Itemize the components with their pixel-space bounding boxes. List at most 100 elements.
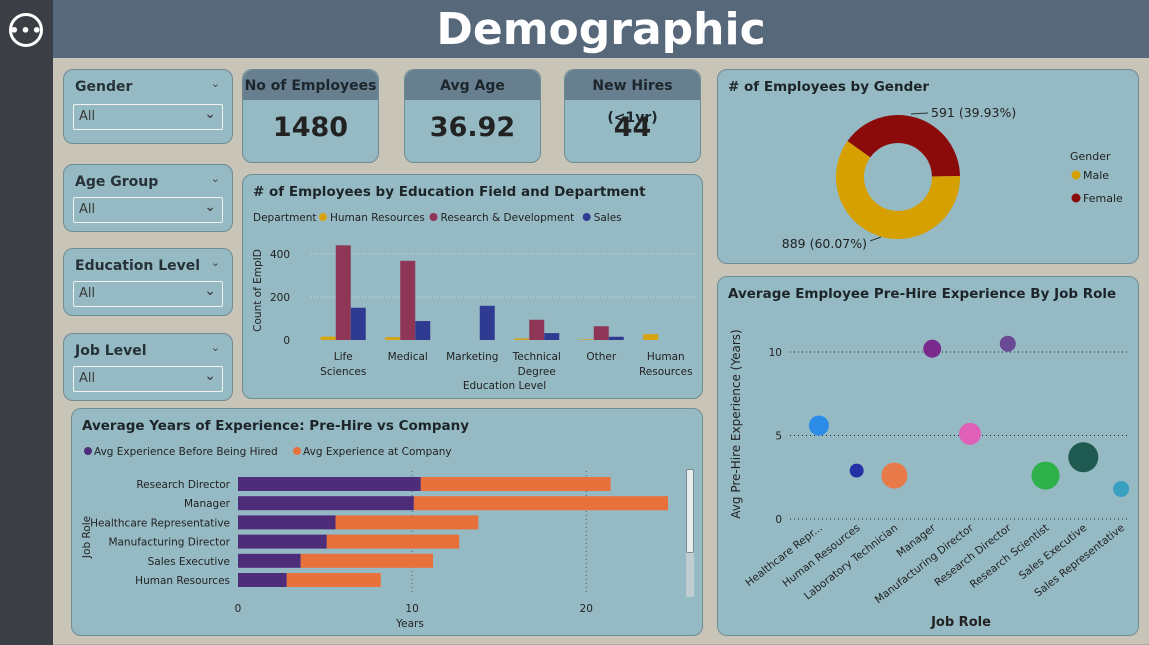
- bar: [593, 326, 609, 340]
- legend-label: Male: [1083, 169, 1109, 182]
- scrollbar-track[interactable]: [686, 469, 694, 597]
- legend-marker: [84, 447, 92, 455]
- legend-label: Research & Development: [441, 212, 575, 224]
- x-axis-label: Years: [395, 618, 424, 630]
- slicer-title: Job Level: [75, 343, 147, 359]
- bar: [286, 573, 381, 587]
- education-level-slicer[interactable]: Education Level ⌄ All ⌄: [63, 248, 233, 316]
- legend-title: Department: [253, 212, 317, 224]
- bar: [238, 553, 301, 568]
- scatter-point: [808, 415, 829, 436]
- chevron-down-icon[interactable]: ⌄: [210, 256, 220, 269]
- kpi-new-hires-card: New Hires (<1yr) 44: [564, 69, 701, 163]
- kpi-value: 44: [613, 112, 652, 143]
- y-tick-label: 10: [769, 347, 782, 359]
- education-chart: Department Human Resources Research & Deve…: [252, 212, 698, 392]
- leader-line: [869, 236, 882, 242]
- gender-slicer[interactable]: Gender ⌄ All ⌄: [63, 69, 233, 144]
- scatter-point: [923, 339, 942, 358]
- x-axis-label: Job Role: [930, 615, 991, 630]
- x-tick-label: Marketing: [446, 351, 498, 363]
- scatter-point: [849, 463, 864, 478]
- kpi-value: 36.92: [429, 112, 516, 143]
- chart-title: Average Years of Experience: Pre-Hire vs…: [82, 418, 470, 434]
- dropdown-value: All: [79, 202, 96, 217]
- y-tick-label: Manager: [184, 498, 231, 510]
- legend-label: Human Resources: [330, 212, 425, 224]
- slice-label: 889 (60.07%): [782, 236, 867, 251]
- scrollbar-thumb[interactable]: [686, 469, 694, 553]
- job-level-dropdown[interactable]: All ⌄: [73, 366, 223, 392]
- bar: [300, 553, 434, 568]
- chevron-down-icon[interactable]: ⌄: [210, 77, 220, 90]
- chevron-down-icon[interactable]: ⌄: [204, 368, 216, 384]
- bar: [238, 515, 336, 530]
- legend-label: Avg Experience at Company: [303, 446, 452, 458]
- x-tick-label: 20: [580, 603, 593, 615]
- prehire-chart-card: Average Employee Pre-Hire Experience By …: [717, 276, 1139, 636]
- bar: [320, 336, 336, 340]
- bar: [578, 339, 594, 340]
- bar: [238, 534, 327, 549]
- education-chart-card: # of Employees by Education Field and De…: [242, 174, 703, 399]
- chart-title: # of Employees by Education Field and De…: [253, 184, 646, 200]
- chevron-down-icon[interactable]: ⌄: [204, 199, 216, 215]
- bar: [238, 573, 287, 587]
- slicer-title: Age Group: [75, 174, 159, 190]
- x-tick-label: Sciences: [320, 366, 366, 378]
- dropdown-value: All: [79, 371, 96, 386]
- y-tick-label: 400: [270, 249, 290, 261]
- y-axis-label: Count of EmpID: [252, 249, 264, 332]
- kpi-employees-card: No of Employees 1480: [242, 69, 379, 163]
- donut-slice: [847, 114, 960, 177]
- y-tick-label: Research Director: [136, 479, 230, 491]
- x-tick-label: Other: [586, 351, 616, 363]
- chevron-down-icon[interactable]: ⌄: [204, 283, 216, 299]
- x-tick-label: 0: [235, 603, 242, 615]
- gender-dropdown[interactable]: All ⌄: [73, 104, 223, 130]
- y-axis-label: Job Role: [81, 516, 93, 559]
- y-tick-label: 0: [775, 514, 782, 526]
- left-rail: •••: [0, 0, 53, 645]
- bar: [479, 305, 495, 340]
- legend-title: Gender: [1070, 150, 1111, 163]
- header-bar: Demographic: [53, 0, 1149, 58]
- y-tick-label: 0: [283, 335, 290, 347]
- scatter-point: [1068, 442, 1099, 473]
- page-title: Demographic: [436, 4, 766, 55]
- gender-chart-card: # of Employees by Gender 591 (39.93%) 889…: [717, 69, 1139, 264]
- kpi-label: No of Employees: [243, 70, 378, 100]
- kpi-value: 1480: [272, 112, 349, 143]
- age-group-dropdown[interactable]: All ⌄: [73, 197, 223, 223]
- job-level-slicer[interactable]: Job Level ⌄ All ⌄: [63, 333, 233, 401]
- education-level-dropdown[interactable]: All ⌄: [73, 281, 223, 307]
- gender-donut-chart: 591 (39.93%) 889 (60.07%) Gender Male Female: [782, 105, 1123, 251]
- x-tick-label: Degree: [518, 366, 556, 378]
- kpi-avg-age-card: Avg Age 36.92: [404, 69, 541, 163]
- chevron-down-icon[interactable]: ⌄: [204, 106, 216, 122]
- legend-marker: [582, 213, 591, 221]
- slicer-title: Education Level: [75, 258, 201, 274]
- bar: [608, 336, 624, 340]
- y-tick-label: 200: [270, 292, 290, 304]
- y-tick-label: Human Resources: [135, 575, 230, 587]
- x-tick-label: Medical: [388, 351, 428, 363]
- bar: [529, 319, 545, 340]
- bar: [326, 534, 460, 549]
- bar: [413, 496, 669, 511]
- bar: [643, 334, 659, 340]
- scatter-point: [1113, 480, 1130, 497]
- more-options-icon[interactable]: •••: [9, 13, 43, 47]
- bar: [335, 245, 351, 340]
- dropdown-value: All: [79, 286, 96, 301]
- scatter-point: [881, 462, 908, 489]
- age-group-slicer[interactable]: Age Group ⌄ All ⌄: [63, 164, 233, 232]
- legend-marker: [319, 213, 327, 221]
- bar: [514, 338, 530, 340]
- chevron-down-icon[interactable]: ⌄: [210, 341, 220, 354]
- scatter-point: [999, 335, 1016, 352]
- bar: [350, 307, 366, 340]
- chevron-down-icon[interactable]: ⌄: [210, 172, 220, 185]
- bar: [420, 477, 611, 491]
- y-tick-label: Manufacturing Director: [108, 537, 230, 549]
